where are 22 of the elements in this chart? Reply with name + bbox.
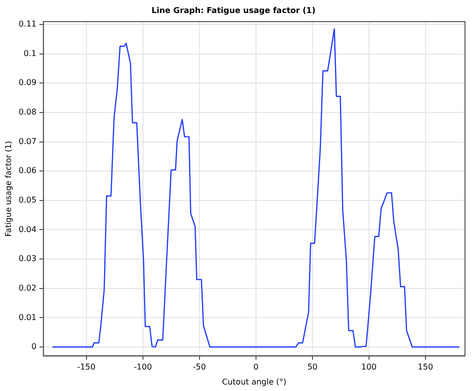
x-tick-label: 0 bbox=[253, 362, 258, 372]
x-tick-label: 150 bbox=[418, 362, 434, 372]
y-tick-label: 0.03 bbox=[18, 254, 36, 264]
x-tick-label: 50 bbox=[307, 362, 318, 372]
x-tick-label: -150 bbox=[77, 362, 96, 372]
y-tick-label: 0.08 bbox=[18, 108, 36, 117]
y-tick-label: 0.04 bbox=[18, 224, 36, 234]
x-axis-title: Cutout angle (°) bbox=[222, 377, 286, 386]
x-tick-label: -100 bbox=[134, 362, 152, 372]
y-tick-label: 0 bbox=[31, 342, 36, 352]
x-tick-label: -50 bbox=[192, 362, 206, 372]
y-tick-label: 0.06 bbox=[18, 166, 36, 176]
y-tick-label: 0.05 bbox=[18, 196, 36, 205]
y-tick-label: 0.07 bbox=[18, 136, 36, 146]
y-tick-label: 0.01 bbox=[18, 312, 36, 322]
y-tick-label: 0.02 bbox=[18, 283, 36, 292]
y-tick-label: 0.09 bbox=[18, 78, 36, 88]
x-tick-label: 100 bbox=[361, 362, 377, 372]
y-tick-label: 0.11 bbox=[18, 20, 36, 29]
y-tick-label: 0.1 bbox=[24, 48, 36, 58]
chart-title: Line Graph: Fatigue usage factor (1) bbox=[152, 6, 316, 15]
y-axis-title: Fatigue usage factor (1) bbox=[4, 140, 13, 237]
